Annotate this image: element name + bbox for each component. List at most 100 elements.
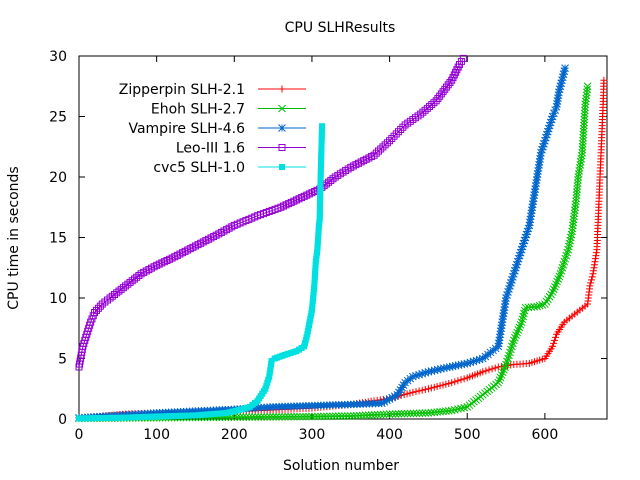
data-point <box>394 128 402 136</box>
data-point <box>504 288 512 296</box>
data-point <box>460 360 469 368</box>
data-point <box>312 258 319 265</box>
data-point <box>545 292 554 301</box>
data-point <box>331 412 340 421</box>
data-point <box>565 239 574 248</box>
y-tick-label: 20 <box>49 170 67 186</box>
data-point <box>574 170 583 178</box>
data-point <box>454 377 462 385</box>
data-point <box>314 246 321 253</box>
data-point <box>469 357 478 366</box>
data-point <box>560 67 569 75</box>
x-axis-label: Solution number <box>283 458 399 474</box>
y-tick-label: 30 <box>49 49 67 65</box>
data-point <box>583 85 592 94</box>
data-point <box>278 412 286 421</box>
data-point <box>517 245 526 254</box>
data-point <box>543 127 552 136</box>
data-point <box>397 409 406 418</box>
data-point <box>373 410 382 419</box>
data-point <box>427 367 436 375</box>
data-point <box>257 413 266 421</box>
data-point <box>311 282 318 289</box>
data-point <box>567 230 576 239</box>
series-4 <box>76 123 326 422</box>
data-point <box>308 412 316 421</box>
data-point <box>374 147 382 155</box>
data-point <box>305 412 313 421</box>
data-point <box>551 282 559 291</box>
data-point <box>448 362 457 371</box>
data-point <box>364 411 373 419</box>
data-point <box>381 141 389 149</box>
data-point <box>379 143 387 151</box>
data-point <box>535 301 544 310</box>
data-point <box>317 195 324 202</box>
data-point <box>315 228 322 235</box>
data-point <box>580 112 589 121</box>
data-point <box>463 359 472 368</box>
data-point <box>415 387 423 395</box>
legend-label: Zipperpin SLH-2.1 <box>119 82 245 98</box>
data-point <box>195 412 202 419</box>
data-point <box>284 412 292 421</box>
data-point <box>266 413 274 421</box>
data-point <box>265 376 272 383</box>
data-point <box>550 339 558 347</box>
data-point <box>281 412 289 421</box>
data-point <box>579 127 588 136</box>
data-point <box>392 130 400 138</box>
data-point <box>520 236 529 245</box>
data-point <box>578 142 587 151</box>
data-point <box>406 409 415 418</box>
legend-marker <box>278 144 286 151</box>
data-point <box>444 406 453 415</box>
data-point <box>558 76 566 85</box>
data-point <box>398 383 406 392</box>
data-point <box>412 388 420 396</box>
data-point <box>311 412 319 421</box>
data-point <box>316 216 323 223</box>
data-point <box>309 304 316 311</box>
data-point <box>600 76 608 84</box>
data-point <box>316 207 323 214</box>
data-point <box>423 104 431 112</box>
data-point <box>421 409 430 417</box>
data-point <box>312 261 319 268</box>
series-line <box>78 58 464 368</box>
data-point <box>317 183 324 190</box>
data-point <box>533 302 541 311</box>
data-point <box>263 413 271 421</box>
data-point <box>520 309 528 318</box>
data-point <box>372 149 380 157</box>
data-point <box>316 213 323 220</box>
data-point <box>572 197 580 206</box>
data-point <box>457 360 466 369</box>
data-point <box>310 295 317 301</box>
legend-label: Vampire SLH-4.6 <box>128 121 245 137</box>
data-point <box>380 398 389 406</box>
data-point <box>386 137 394 145</box>
data-point <box>390 392 399 401</box>
data-point <box>311 279 318 286</box>
data-point <box>427 384 435 392</box>
data-point <box>418 386 426 394</box>
data-point <box>400 409 409 418</box>
x-tick-label: 0 <box>75 427 84 443</box>
data-point <box>433 382 441 390</box>
data-point <box>236 413 245 421</box>
data-point <box>377 145 385 153</box>
legend-label: Ehoh SLH-2.7 <box>151 102 245 118</box>
data-point <box>555 272 564 281</box>
data-point <box>307 313 314 320</box>
data-point <box>311 276 318 283</box>
data-point <box>498 368 507 377</box>
data-point <box>192 412 199 419</box>
data-point <box>440 364 448 373</box>
chart-title: CPU SLHResults <box>285 20 396 36</box>
data-point <box>419 108 427 116</box>
data-point <box>304 328 311 335</box>
data-point <box>264 379 271 386</box>
data-point <box>311 273 318 280</box>
data-point <box>508 272 517 281</box>
